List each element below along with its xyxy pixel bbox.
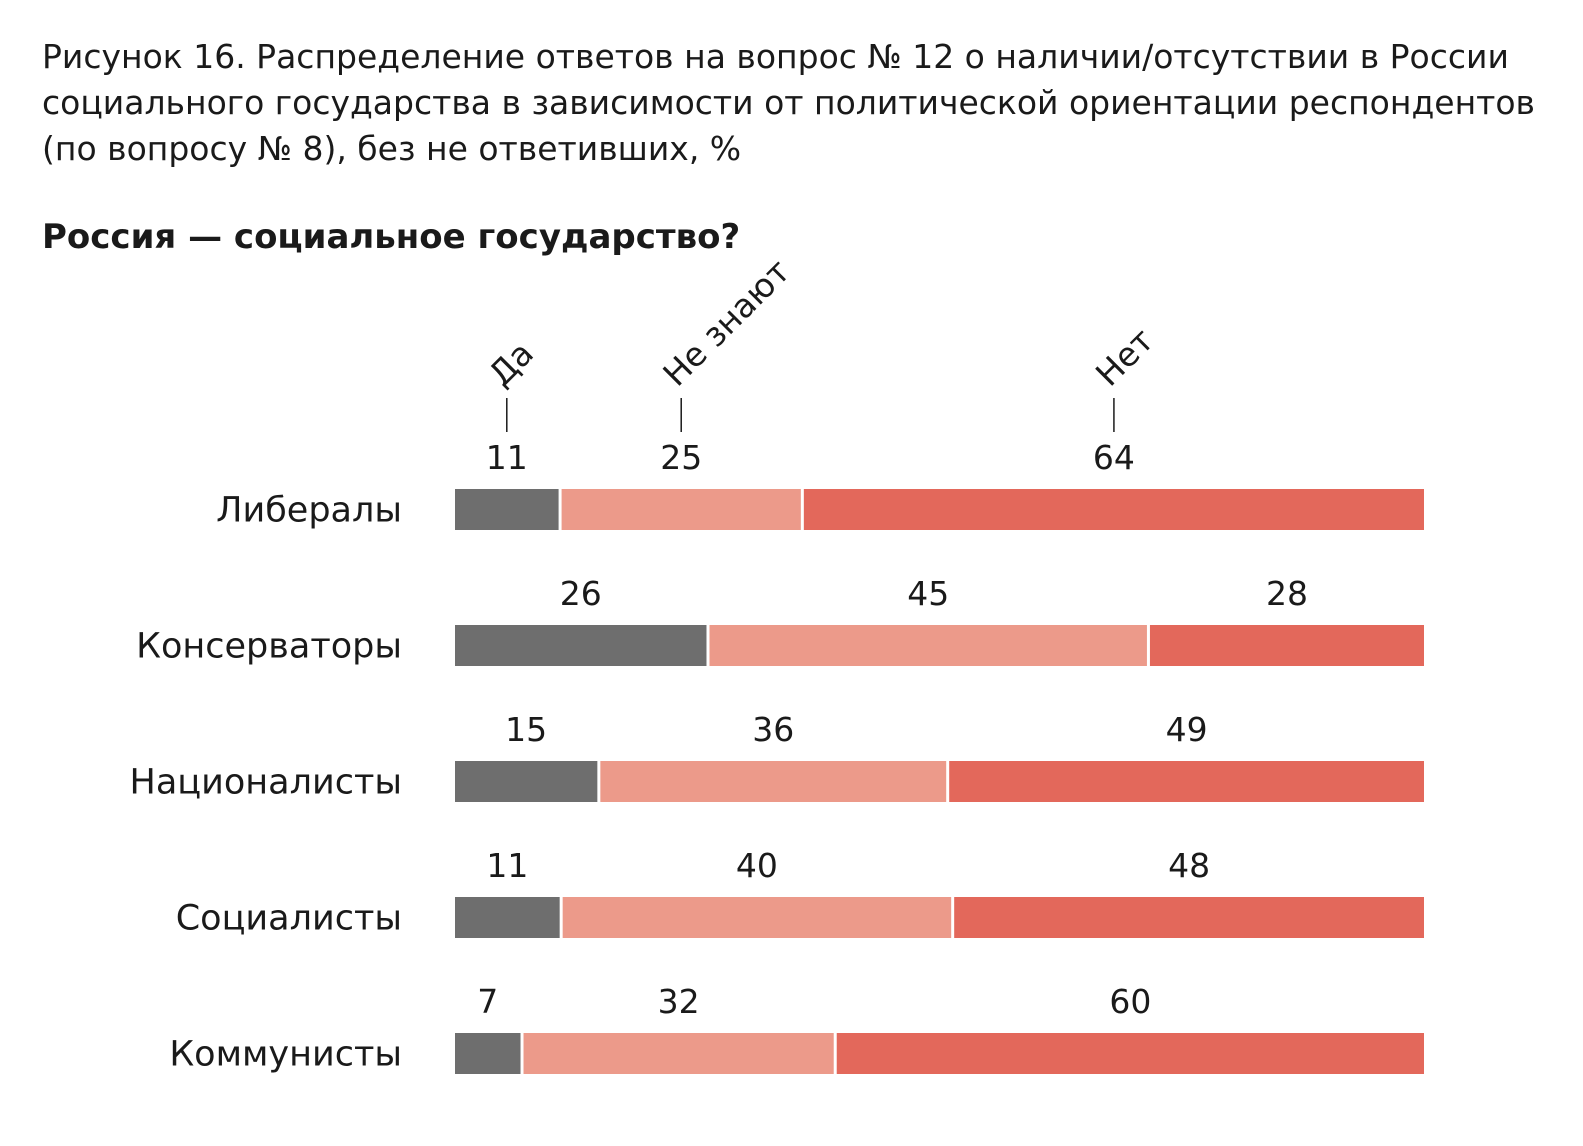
value-label: 48: [1168, 846, 1210, 885]
chart-title: Россия — социальное государство?: [42, 217, 741, 257]
legend-label: Да: [481, 334, 541, 394]
bar-segment-yes: [455, 489, 559, 530]
value-label: 36: [752, 710, 794, 749]
value-label: 15: [505, 710, 547, 749]
bar-segment-dont-know: [562, 897, 952, 938]
bar-segment-no: [954, 897, 1424, 938]
value-label: 60: [1109, 982, 1151, 1021]
legend-label: Не знают: [655, 252, 797, 394]
category-label: Либералы: [216, 491, 402, 531]
value-label: 32: [658, 982, 700, 1021]
category-label: Коммунисты: [169, 1035, 402, 1075]
value-label: 49: [1166, 710, 1208, 749]
bar-segment-dont-know: [561, 489, 801, 530]
bar-segment-no: [803, 489, 1424, 530]
bar-segment-dont-know: [523, 1033, 834, 1074]
figure-caption: Рисунок 16. Распределение ответов на воп…: [42, 37, 1536, 168]
bar-segment-yes: [455, 897, 560, 938]
legend-label: Нет: [1088, 321, 1161, 394]
bar-segment-dont-know: [600, 761, 947, 802]
value-label: 40: [736, 846, 778, 885]
value-label: 25: [660, 438, 702, 477]
bar-segment-yes: [455, 761, 598, 802]
legend: Да Не знают Нет: [481, 252, 1161, 432]
bar-segment-dont-know: [709, 625, 1147, 666]
category-label: Националисты: [130, 763, 402, 803]
bars: [455, 489, 1424, 1074]
value-labels: 11 25 64 26 45 28 15 36 49 11 40 48 7 32 60: [477, 438, 1308, 1021]
bar-segment-yes: [455, 1033, 521, 1074]
category-label: Социалисты: [176, 899, 402, 939]
value-label: 64: [1093, 438, 1135, 477]
value-label: 28: [1266, 574, 1308, 613]
bar-segment-no: [836, 1033, 1424, 1074]
category-labels: Либералы Консерваторы Националисты Социалис…: [130, 491, 402, 1075]
value-label: 11: [486, 846, 528, 885]
value-label: 11: [486, 438, 528, 477]
bar-segment-no: [949, 761, 1424, 802]
bar-segment-yes: [455, 625, 707, 666]
value-label: 26: [560, 574, 602, 613]
category-label: Консерваторы: [136, 627, 402, 667]
bar-segment-no: [1149, 625, 1424, 666]
value-label: 45: [907, 574, 949, 613]
value-label: 7: [477, 982, 498, 1021]
